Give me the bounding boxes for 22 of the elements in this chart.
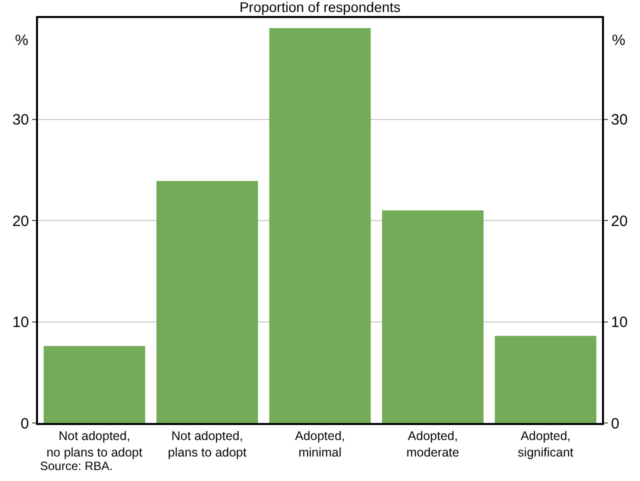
source-note: Source: RBA. xyxy=(40,459,113,473)
y2-tick-label: 10 xyxy=(611,314,628,331)
x-tick-label: Adopted, minimal xyxy=(294,429,346,460)
bar xyxy=(494,336,596,423)
y-axis-title: % xyxy=(15,32,28,49)
x-tick-label: Not adopted, plans to adopt xyxy=(168,429,247,460)
chart-title: Proportion of respondents xyxy=(239,0,401,16)
y-tick-label: 10 xyxy=(12,314,29,331)
y-tick-label: 0 xyxy=(20,415,29,432)
bar xyxy=(156,181,258,423)
y-tick-label: 20 xyxy=(12,212,29,230)
bar xyxy=(269,28,371,423)
bar xyxy=(44,346,146,423)
y2-tick-label: 20 xyxy=(611,212,628,230)
x-tick-label: Adopted, moderate xyxy=(406,429,460,460)
bar xyxy=(382,210,484,423)
x-tick-label: Adopted, significant xyxy=(518,429,574,460)
y2-axis-title: % xyxy=(612,32,626,49)
y2-tick-label: 0 xyxy=(611,415,620,432)
y-tick-label: 30 xyxy=(12,112,29,128)
x-tick-label: Not adopted, no plans to adopt xyxy=(46,429,143,460)
y2-tick-label: 30 xyxy=(611,112,628,128)
